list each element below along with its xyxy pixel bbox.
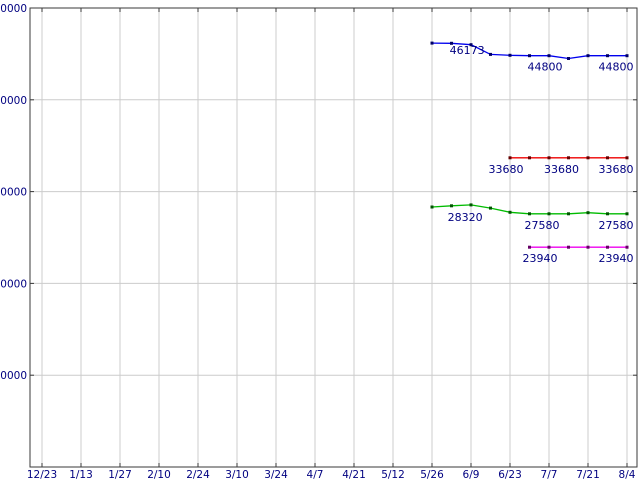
data-label: 27580: [599, 219, 634, 232]
data-label: 33680: [544, 163, 579, 176]
data-label: 33680: [489, 163, 524, 176]
y-axis-label: 10000: [0, 370, 27, 382]
data-label: 44800: [599, 61, 634, 74]
x-axis-label: 7/21: [576, 469, 600, 480]
x-axis-label: 3/24: [264, 469, 288, 480]
x-axis-label: 7/7: [541, 469, 558, 480]
data-label: 28320: [448, 211, 483, 224]
data-label: 23940: [599, 252, 634, 265]
x-axis-label: 12/23: [27, 469, 57, 480]
y-axis-label: 20000: [0, 278, 27, 290]
data-label: 44800: [528, 61, 563, 74]
y-axis-label: 30000: [0, 187, 27, 199]
data-label: 23940: [523, 252, 558, 265]
x-axis-label: 2/10: [147, 469, 171, 480]
data-label: 46173: [450, 44, 485, 57]
x-axis-label: 2/24: [186, 469, 210, 480]
data-label: 33680: [599, 163, 634, 176]
x-axis-label: 3/10: [225, 469, 249, 480]
x-axis-label: 5/26: [420, 469, 444, 480]
x-axis-label: 1/27: [108, 469, 132, 480]
data-label: 27580: [525, 219, 560, 232]
y-axis-label: 50000: [0, 3, 27, 15]
x-axis-label: 6/23: [498, 469, 522, 480]
x-axis-label: 1/13: [69, 469, 93, 480]
x-axis-label: 4/21: [342, 469, 366, 480]
x-axis-label: 8/4: [619, 469, 636, 480]
x-axis-label: 4/7: [307, 469, 324, 480]
x-axis-label: 6/9: [463, 469, 480, 480]
x-axis-label: 5/12: [381, 469, 405, 480]
